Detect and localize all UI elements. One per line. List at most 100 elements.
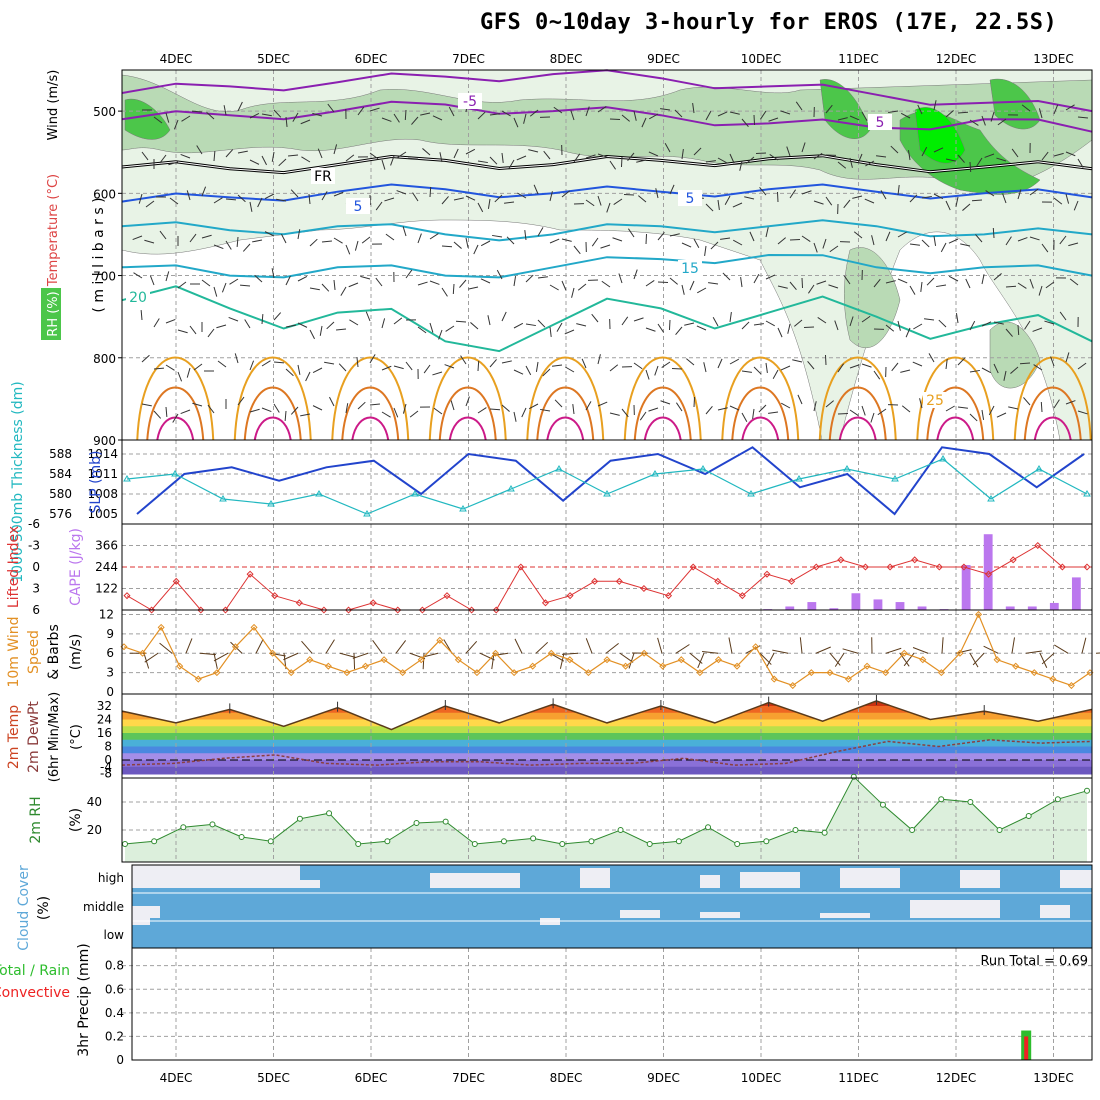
wind-barb [948,275,959,282]
wind-barb [441,287,448,297]
isotherm-arch [1013,356,1092,441]
wind-barb [356,357,359,368]
thickness-line [126,458,1088,515]
wind-barb [353,653,356,670]
wind-barb [957,111,969,114]
contour-label-bg [346,198,370,214]
wind-barb [799,637,803,654]
rh-marker [384,838,391,845]
wind-barb [1029,188,1039,196]
wind-barb [213,244,224,250]
cape-bar [917,606,927,610]
wind-barb [924,318,935,321]
wind-speed-marker [789,682,797,690]
wind-barb [633,110,637,121]
lifted-index-tick: 0 [32,560,40,574]
date-label-bottom: 11DEC [838,1071,878,1085]
wind-barb [815,646,831,654]
wind-barb [372,639,383,654]
wind-speed-marker [566,656,574,664]
wind-barb [153,367,165,370]
wind-barb [489,113,500,116]
wind-barb [159,154,167,164]
wind-barb [285,368,294,377]
wind-barb [620,156,623,168]
wind-barb [223,105,227,116]
wind-barb [969,413,978,422]
cape-bar [1049,602,1059,610]
isotherm-line [121,285,1093,353]
wind-barb [145,200,155,208]
wind-barb [983,645,999,654]
wind-barb [264,231,275,237]
wind-barb [422,148,431,156]
wind-barb [1044,320,1055,325]
wind-barb [325,639,335,654]
wind-barb [173,119,179,130]
rh-marker [821,829,828,836]
wind-barb [843,275,851,285]
wind-barb [517,192,527,199]
wind-barb [133,272,143,279]
wind-barb [669,233,680,237]
wind-barb [1081,637,1087,654]
wind-barb [900,112,911,119]
rh-unit-label: (%) [68,808,84,832]
thickness-marker [795,475,803,482]
wind-barb [489,408,501,411]
wind-barb [177,281,187,289]
wind-barb [207,404,215,414]
rh-shading [124,98,171,140]
wind-barb [477,360,480,372]
wind-barb [817,316,827,324]
wind-barb [225,149,234,158]
cape-bar [807,602,817,610]
wind-barb [1017,189,1022,200]
wind-barb [501,152,504,163]
date-label-bottom: 8DEC [550,1071,583,1085]
wind-barb [609,364,619,372]
wind-barb [407,157,419,160]
wind-barb [913,323,923,330]
wind-barb [801,190,812,195]
wind-barb [837,363,845,373]
wind-barb [516,155,527,161]
wind-barb [1065,151,1076,157]
lifted-index-marker [714,577,722,585]
rh-axis-label: 2m RH [28,796,44,843]
wind-barb [903,652,915,667]
wind-barb [537,319,546,328]
wind-barb [609,412,620,416]
wind-barb [333,279,336,290]
wind-barb [252,239,263,243]
wind-barb [585,154,596,159]
wind-barb [921,239,930,248]
wind-barb [249,408,260,413]
wind-speed-marker [752,643,760,651]
wind-barb [1005,236,1012,246]
wind-barb [786,146,791,157]
wind-barb [825,196,833,206]
wind-barb [753,114,756,126]
wind-barb [822,238,827,249]
wind-barb [941,637,944,654]
wind-speed-marker [436,636,444,644]
isotherm-arch [838,416,877,441]
wind-speed-marker [269,649,277,657]
wind-barb [333,237,343,244]
wind-barb [717,407,728,411]
wind-barb [535,641,549,654]
isotherm-arch [731,386,790,441]
wind-barb [649,113,659,120]
wind-barb [448,106,455,117]
wind-speed-marker [231,643,239,651]
wind-barb [1065,104,1075,111]
thickness-tick: 580 [49,487,72,501]
wind-barb [585,199,595,207]
rh-marker [734,841,741,847]
rh-tick: 40 [87,795,102,809]
thickness-marker [555,465,563,472]
wind-barb [907,150,911,161]
wind-barb [333,144,338,155]
wind-barb [477,160,488,164]
